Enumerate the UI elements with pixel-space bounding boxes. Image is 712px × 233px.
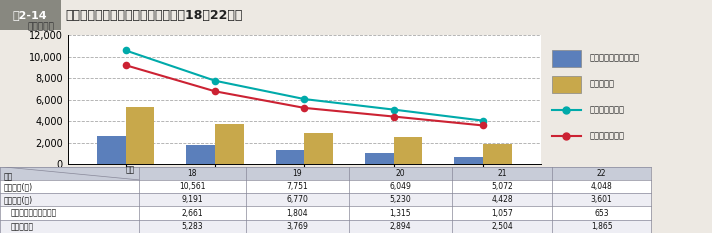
- FancyBboxPatch shape: [0, 0, 61, 30]
- Text: 1,057: 1,057: [491, 209, 513, 218]
- Text: 不法入国・不法上陸者: 不法入国・不法上陸者: [11, 209, 57, 218]
- Bar: [0, 167, 651, 180]
- Bar: [394, 137, 422, 164]
- Bar: [0, 220, 651, 233]
- Bar: [454, 157, 483, 164]
- Bar: [276, 150, 305, 164]
- Text: 2,504: 2,504: [491, 222, 513, 231]
- Text: 検挙件数（件）: 検挙件数（件）: [590, 106, 624, 114]
- Text: 3,601: 3,601: [591, 195, 612, 204]
- Text: 2,661: 2,661: [182, 209, 203, 218]
- Bar: [365, 153, 394, 164]
- Bar: [0, 193, 651, 206]
- Bar: [0, 206, 651, 220]
- Text: 3,769: 3,769: [286, 222, 308, 231]
- Text: 5,072: 5,072: [491, 182, 513, 191]
- Text: 4,048: 4,048: [591, 182, 612, 191]
- Text: 不法入国・不法上陸者: 不法入国・不法上陸者: [590, 54, 639, 63]
- Bar: [483, 144, 512, 164]
- Text: 不法残留者: 不法残留者: [11, 222, 33, 231]
- FancyBboxPatch shape: [552, 76, 581, 93]
- Text: 6,049: 6,049: [389, 182, 412, 191]
- Text: 1,865: 1,865: [591, 222, 612, 231]
- Text: 年次: 年次: [126, 165, 135, 175]
- Text: 入管法違反の検挙状況の推移（平成18～22年）: 入管法違反の検挙状況の推移（平成18～22年）: [66, 9, 243, 22]
- Text: 7,751: 7,751: [286, 182, 308, 191]
- Bar: [215, 124, 244, 164]
- Text: 検挙人員（人）: 検挙人員（人）: [590, 131, 624, 140]
- Text: 検挙人員(人): 検挙人員(人): [4, 195, 33, 204]
- Bar: [305, 133, 333, 164]
- Text: 2,894: 2,894: [389, 222, 412, 231]
- Text: 9,191: 9,191: [182, 195, 203, 204]
- Bar: [126, 107, 155, 164]
- Text: 図2-14: 図2-14: [13, 10, 47, 20]
- Text: 6,770: 6,770: [286, 195, 308, 204]
- Text: 18: 18: [187, 169, 197, 178]
- Bar: [187, 145, 215, 164]
- Text: 1,315: 1,315: [389, 209, 412, 218]
- Text: 1,804: 1,804: [286, 209, 308, 218]
- FancyBboxPatch shape: [552, 51, 581, 67]
- Text: 5,230: 5,230: [389, 195, 412, 204]
- Text: 4,428: 4,428: [491, 195, 513, 204]
- Text: 653: 653: [595, 209, 609, 218]
- Text: 5,283: 5,283: [182, 222, 203, 231]
- Text: 19: 19: [293, 169, 302, 178]
- Bar: [0, 180, 651, 193]
- Text: （件・人）: （件・人）: [27, 22, 54, 31]
- Text: 不法残留者: 不法残留者: [590, 80, 614, 89]
- Text: 区分: 区分: [4, 172, 13, 181]
- Text: 22: 22: [597, 169, 607, 178]
- Text: 検挙件数(件): 検挙件数(件): [4, 182, 33, 191]
- Text: 21: 21: [497, 169, 507, 178]
- Bar: [97, 136, 126, 164]
- Text: 10,561: 10,561: [179, 182, 206, 191]
- Text: 20: 20: [396, 169, 405, 178]
